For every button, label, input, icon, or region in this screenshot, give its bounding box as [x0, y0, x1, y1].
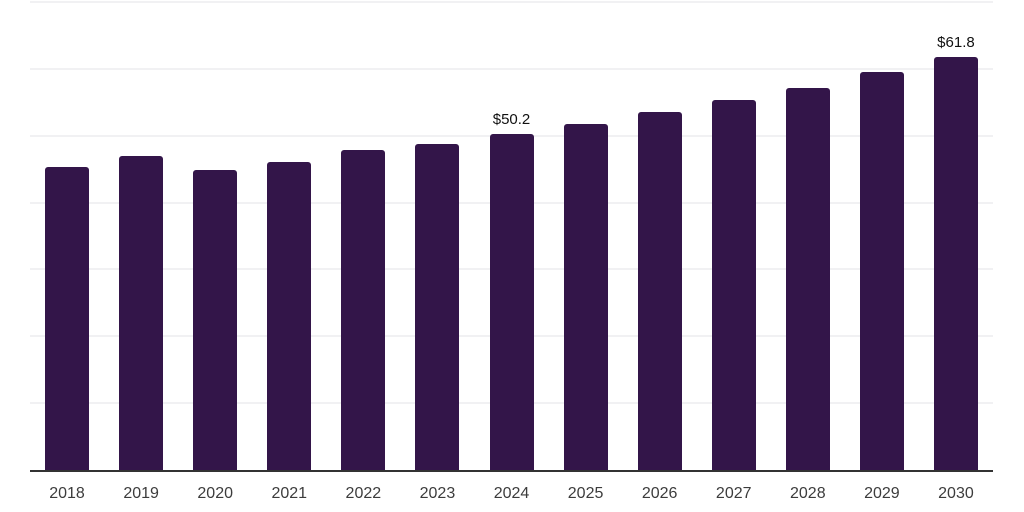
bar-2030: [933, 56, 978, 470]
x-tick-label-2023: 2023: [419, 485, 456, 502]
x-tick-label-2022: 2022: [345, 485, 382, 502]
value-label-2024: $50.2: [492, 111, 531, 129]
bar-2021: [267, 161, 312, 470]
value-label-2030: $61.8: [937, 33, 975, 51]
x-tick-label-2024: 2024: [493, 485, 530, 502]
bar-2020: [193, 170, 238, 470]
gridline-y70: [30, 1, 993, 3]
bar-2024: [489, 134, 534, 470]
x-tick-label-2028: 2028: [790, 485, 826, 502]
x-tick-label-2026: 2026: [641, 485, 678, 502]
bar-2022: [341, 150, 386, 470]
x-tick-label-2025: 2025: [567, 485, 604, 502]
x-tick-label-2018: 2018: [49, 485, 85, 502]
bar-2018: [45, 167, 90, 470]
bar-2025: [563, 123, 608, 470]
x-tick-label-2029: 2029: [864, 485, 900, 502]
x-tick-label-2027: 2027: [715, 485, 752, 502]
x-tick-label-2030: 2030: [938, 485, 974, 502]
bar-2023: [415, 144, 460, 470]
bar-2026: [637, 111, 682, 470]
x-tick-label-2021: 2021: [271, 485, 308, 502]
bar-2029: [859, 72, 904, 470]
bar-2028: [785, 87, 830, 470]
bar-2027: [711, 100, 756, 470]
x-tick-label-2020: 2020: [197, 485, 233, 502]
gridline-y60: [30, 67, 993, 70]
x-axis-line: [30, 470, 993, 472]
x-tick-label-2019: 2019: [123, 485, 159, 502]
bar-2019: [119, 155, 164, 470]
